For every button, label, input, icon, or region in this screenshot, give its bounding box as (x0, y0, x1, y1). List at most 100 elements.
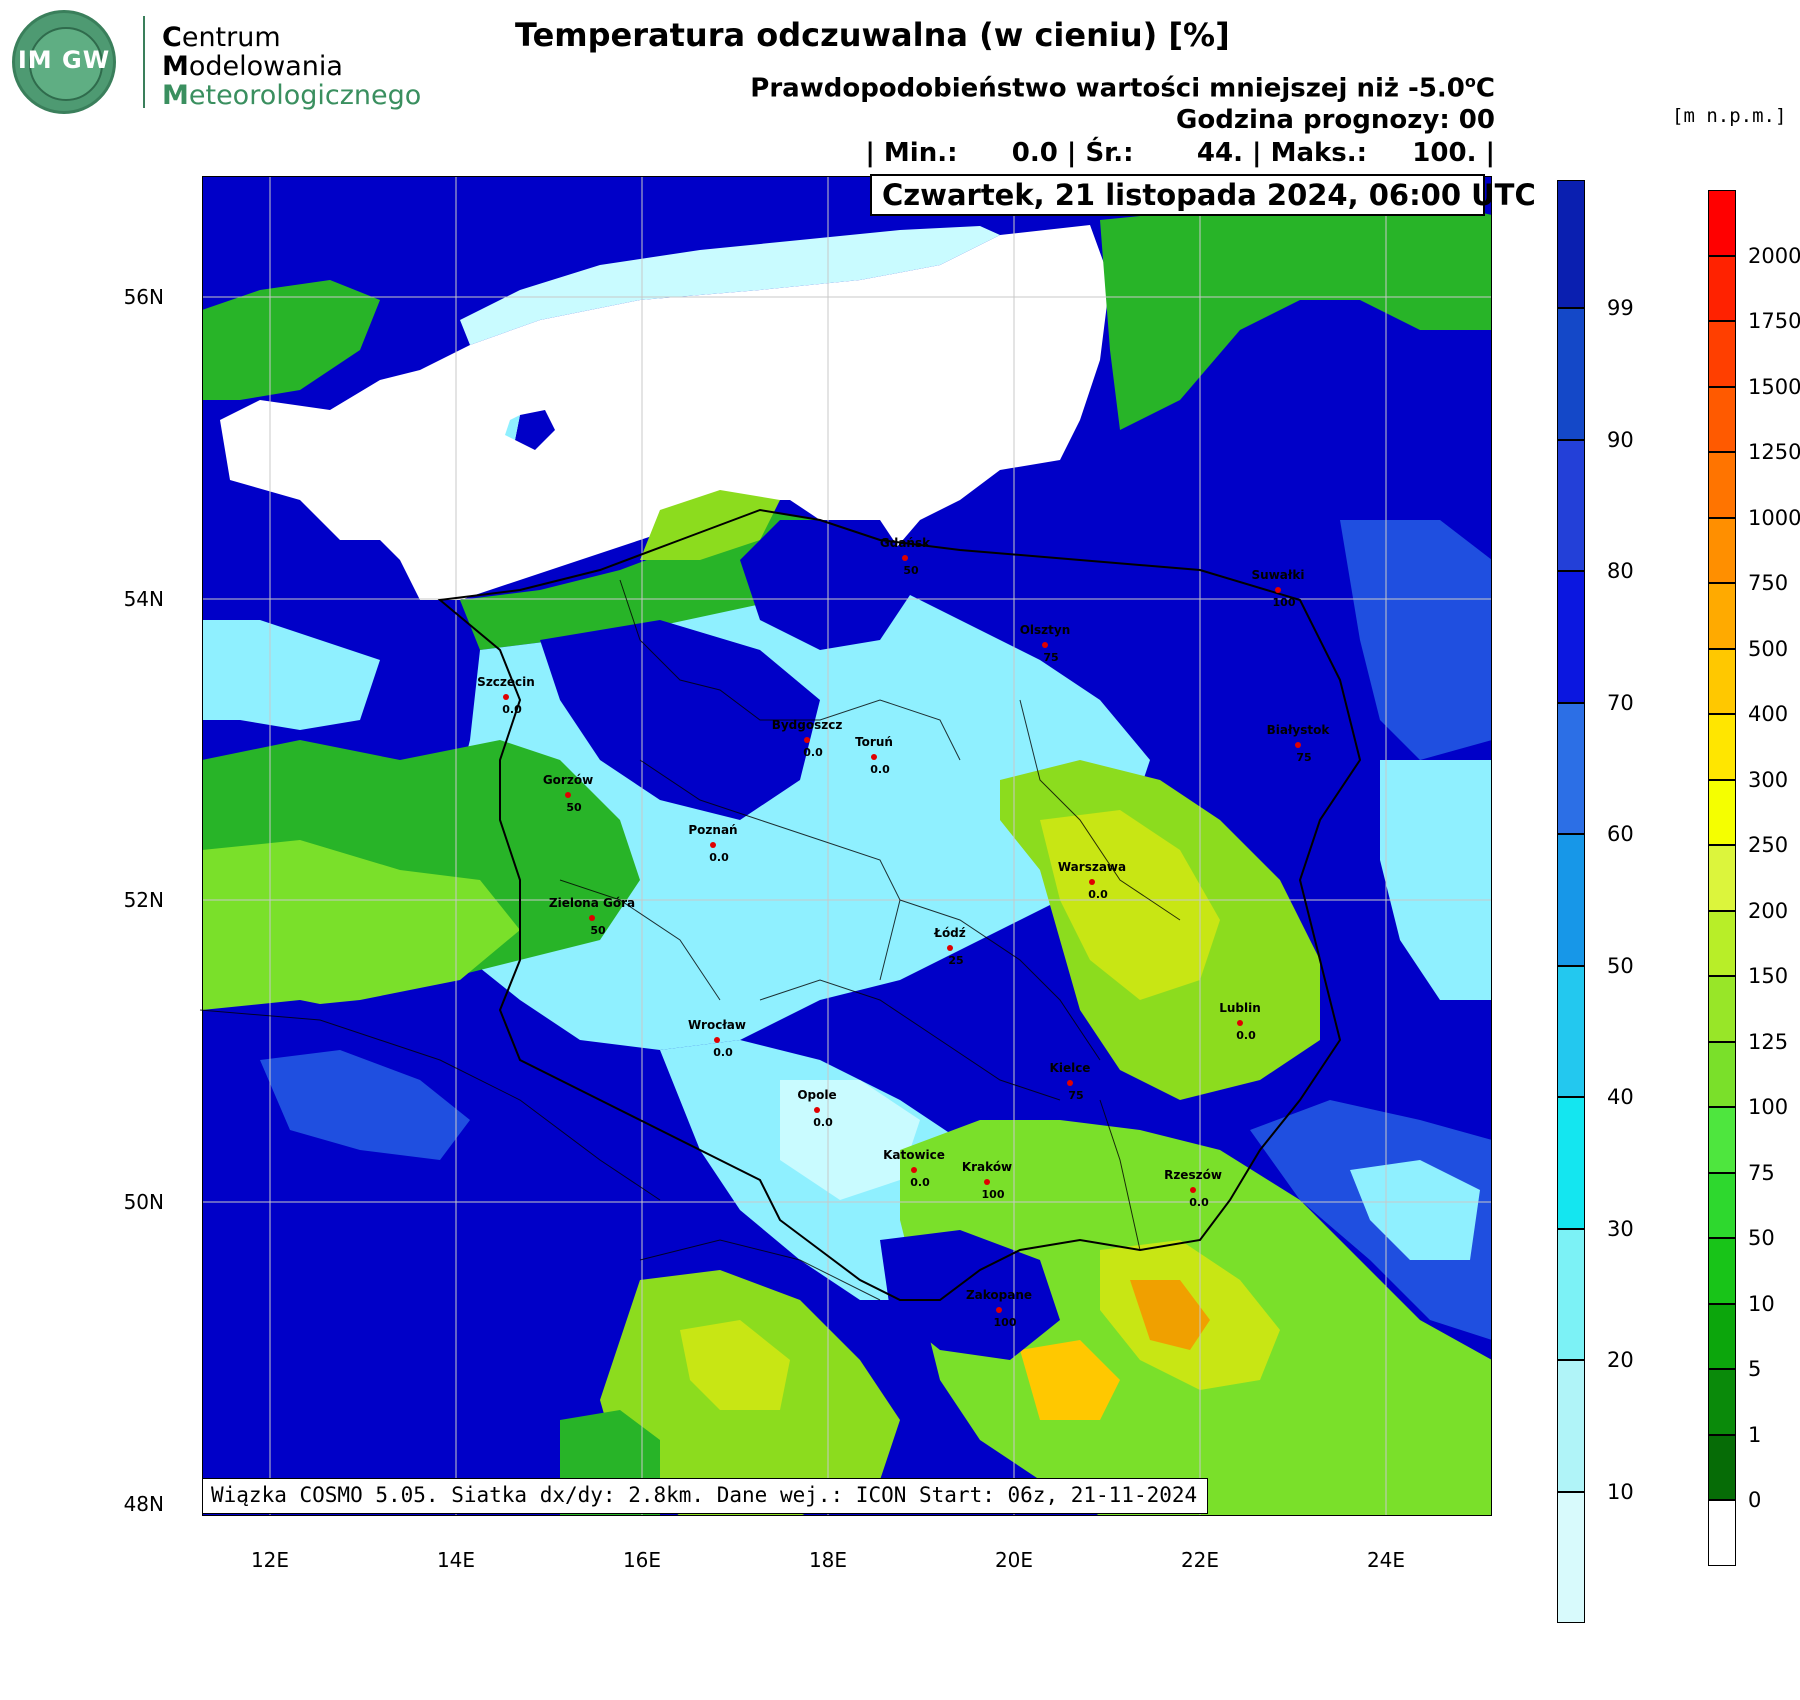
elev-colorbar-label: 10 (1748, 1291, 1775, 1316)
logo-line-3: Meteorologicznego (162, 80, 422, 111)
x-tick-24e: 24E (1366, 1548, 1406, 1572)
city-dot (984, 1179, 990, 1185)
prob-color-segment (1557, 180, 1585, 308)
elev-color-segment (1708, 321, 1736, 387)
prob-colorbar-label: 99 (1607, 296, 1634, 320)
elev-colorbar-label: 750 (1748, 571, 1789, 595)
city-dot (1190, 1187, 1196, 1193)
city-name: Gorzów (542, 773, 594, 787)
x-tick-16e: 16E (622, 1548, 662, 1572)
logo-line-2: Modelowania (162, 51, 343, 82)
city-value: 0.0 (502, 703, 522, 716)
elev-colorbar-label: 1 (1748, 1422, 1762, 1447)
elev-color-segment (1708, 910, 1736, 976)
city-dot (1089, 879, 1095, 885)
prob-colorbar-label: 60 (1607, 822, 1634, 846)
city-name: Kraków (961, 1160, 1013, 1174)
city-dot (871, 754, 877, 760)
city-name: Poznań (688, 823, 738, 837)
city-value: 75 (1043, 651, 1059, 664)
valid-date: Czwartek, 21 listopada 2024, 06:00 UTC (870, 174, 1536, 216)
prob-color-segment (1557, 1097, 1585, 1229)
voivodeship-borders (199, 579, 1181, 1301)
elev-color-segment (1708, 1500, 1736, 1566)
elev-colorbar-label: 125 (1748, 1029, 1789, 1054)
city-value: 50 (903, 564, 919, 577)
city-dot (1295, 742, 1301, 748)
city-dot (804, 737, 810, 743)
city-name: Toruń (855, 735, 893, 749)
city-name: Katowice (883, 1148, 945, 1162)
elev-colorbar-label: 300 (1748, 767, 1789, 792)
prob-colorbar-label: 20 (1607, 1348, 1634, 1372)
x-tick-14e: 14E (436, 1548, 476, 1572)
prob-color-segment (1557, 965, 1585, 1097)
city-value: 50 (590, 924, 606, 937)
elev-colorbar-label: 200 (1748, 898, 1789, 923)
elev-color-segment (1708, 1434, 1736, 1500)
city-value: 100 (981, 1188, 1005, 1201)
prob-color-segment (1557, 1360, 1585, 1492)
city-name: Łódź (934, 926, 966, 940)
city-dot (565, 792, 571, 798)
city-dot (589, 915, 595, 921)
y-tick-54n: 54N (123, 587, 164, 611)
city-value: 0.0 (1236, 1029, 1256, 1042)
city-value: 100 (1272, 596, 1296, 609)
map-grid (202, 176, 1492, 1516)
y-tick-56n: 56N (123, 285, 164, 309)
prob-colorbar-label: 80 (1607, 559, 1634, 583)
elev-colorbar-label: 150 (1748, 964, 1789, 988)
elev-color-segment (1708, 517, 1736, 583)
city-name: Suwałki (1251, 568, 1305, 582)
prob-colorbar-label: 10 (1607, 1479, 1634, 1504)
city-dot (1237, 1020, 1243, 1026)
city-value: 0.0 (709, 851, 729, 864)
prob-color-segment (1557, 439, 1585, 571)
city-dot (996, 1307, 1002, 1313)
elev-color-segment (1708, 452, 1736, 518)
prob-colorbar-label: 90 (1607, 427, 1634, 452)
elev-colorbar-label: 400 (1748, 702, 1789, 726)
elev-color-segment (1708, 714, 1736, 780)
city-dot (503, 694, 509, 700)
city-value: 0.0 (803, 746, 823, 759)
map-frame (202, 176, 1492, 1516)
city-dot (1042, 642, 1048, 648)
city-value: 0.0 (813, 1116, 833, 1129)
city-dot (814, 1107, 820, 1113)
city-dot (1275, 587, 1281, 593)
prob-color-segment (1557, 1491, 1585, 1623)
elev-colorbar-label: 1500 (1748, 374, 1800, 399)
elev-colorbar-label: 0 (1748, 1488, 1762, 1512)
city-name: Zakopane (965, 1288, 1033, 1302)
city-name: Rzeszów (1164, 1168, 1222, 1182)
forecast-hour: Godzina prognozy: 00 (1176, 105, 1495, 135)
elev-color-segment (1708, 386, 1736, 452)
prob-color-segment (1557, 571, 1585, 703)
elev-colorbar-label: 250 (1748, 833, 1789, 857)
y-tick-48n: 48N (123, 1492, 164, 1516)
prob-colorbar-label: 40 (1607, 1085, 1634, 1109)
elev-color-segment (1708, 1238, 1736, 1304)
elev-colorbar-label: 1750 (1748, 309, 1800, 333)
y-tick-52n: 52N (123, 888, 164, 912)
city-name: Kielce (1049, 1061, 1091, 1075)
x-tick-22e: 22E (1180, 1548, 1220, 1572)
stats-line: | Min.: 0.0 | Śr.: 44. | Maks.: 100. | (865, 138, 1495, 168)
city-name: Bydgoszcz (771, 718, 843, 732)
elev-color-segment (1708, 976, 1736, 1042)
elev-color-segment (1708, 190, 1736, 256)
city-value: 0.0 (1189, 1196, 1209, 1209)
elev-color-segment (1708, 1107, 1736, 1173)
city-dot (902, 555, 908, 561)
model-info: Wiązka COSMO 5.05. Siatka dx/dy: 2.8km. … (202, 1478, 1209, 1514)
x-tick-12e: 12E (250, 1548, 290, 1572)
elev-color-segment (1708, 1041, 1736, 1107)
elev-color-segment (1708, 1303, 1736, 1369)
city-value: 0.0 (1088, 888, 1108, 901)
x-tick-18e: 18E (808, 1548, 848, 1572)
city-name: Opole (797, 1088, 837, 1102)
elev-colorbar-label: 50 (1748, 1226, 1775, 1250)
